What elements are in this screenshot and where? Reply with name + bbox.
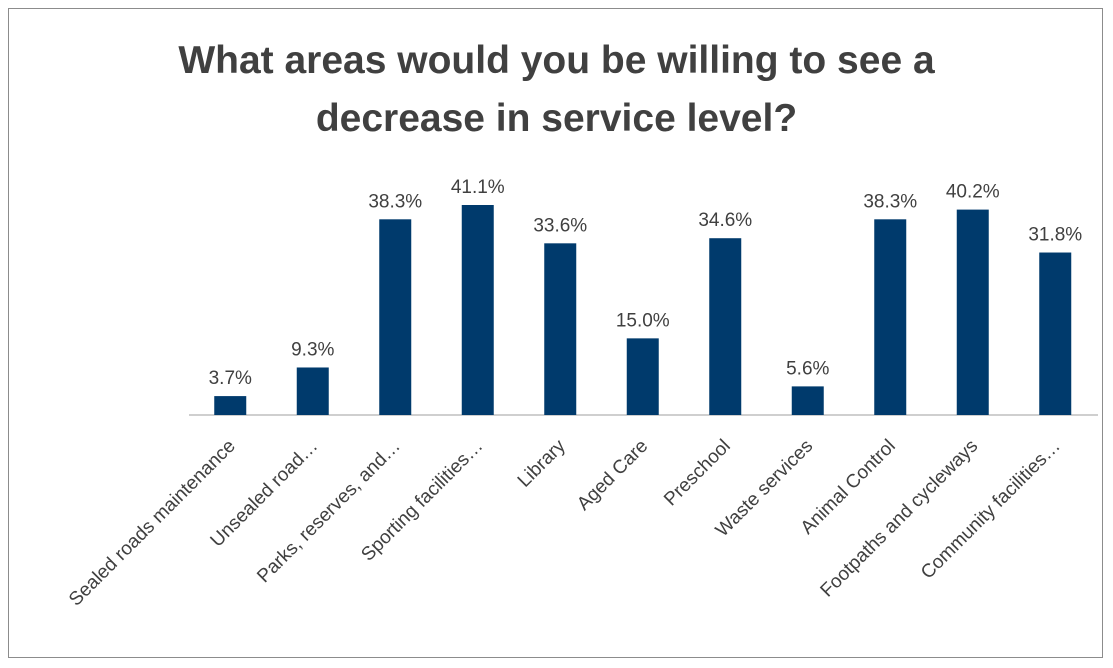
bar <box>544 243 577 415</box>
data-label: 34.6% <box>698 210 752 231</box>
bar <box>1039 252 1072 415</box>
bar <box>626 338 659 415</box>
chart-title-line-2: decrease in service level? <box>315 97 798 140</box>
data-label: 33.6% <box>533 215 587 236</box>
data-label: 15.0% <box>616 310 670 331</box>
data-label: 38.3% <box>863 191 917 212</box>
data-label: 9.3% <box>291 339 334 360</box>
x-tick-label: Parks, reserves, and… <box>253 436 404 587</box>
data-label: 5.6% <box>786 358 829 379</box>
x-tick-label: Preschool <box>660 436 735 511</box>
x-tick-label: Footpaths and cycleways <box>817 436 983 602</box>
x-tick-label: Aged Care <box>573 436 652 515</box>
chart-title-line-1: What areas would you be willing to see a <box>178 39 935 82</box>
data-label: 40.2% <box>946 182 1000 203</box>
bar <box>461 205 494 415</box>
bar <box>379 219 412 415</box>
x-tick-label: Sealed roads maintenance <box>65 436 240 611</box>
bar <box>296 367 329 415</box>
bar <box>214 396 247 415</box>
data-label: 31.8% <box>1028 225 1082 246</box>
bar <box>709 238 742 415</box>
data-label: 3.7% <box>209 368 252 389</box>
chart-title: What areas would you be willing to see a… <box>0 32 1113 148</box>
bar <box>956 209 989 415</box>
bar <box>874 219 907 415</box>
data-label: 41.1% <box>451 177 505 198</box>
x-tick-label: Library <box>514 435 570 491</box>
data-label: 38.3% <box>368 191 422 212</box>
x-tick-label: Community facilities… <box>917 436 1065 584</box>
bar <box>791 386 824 415</box>
